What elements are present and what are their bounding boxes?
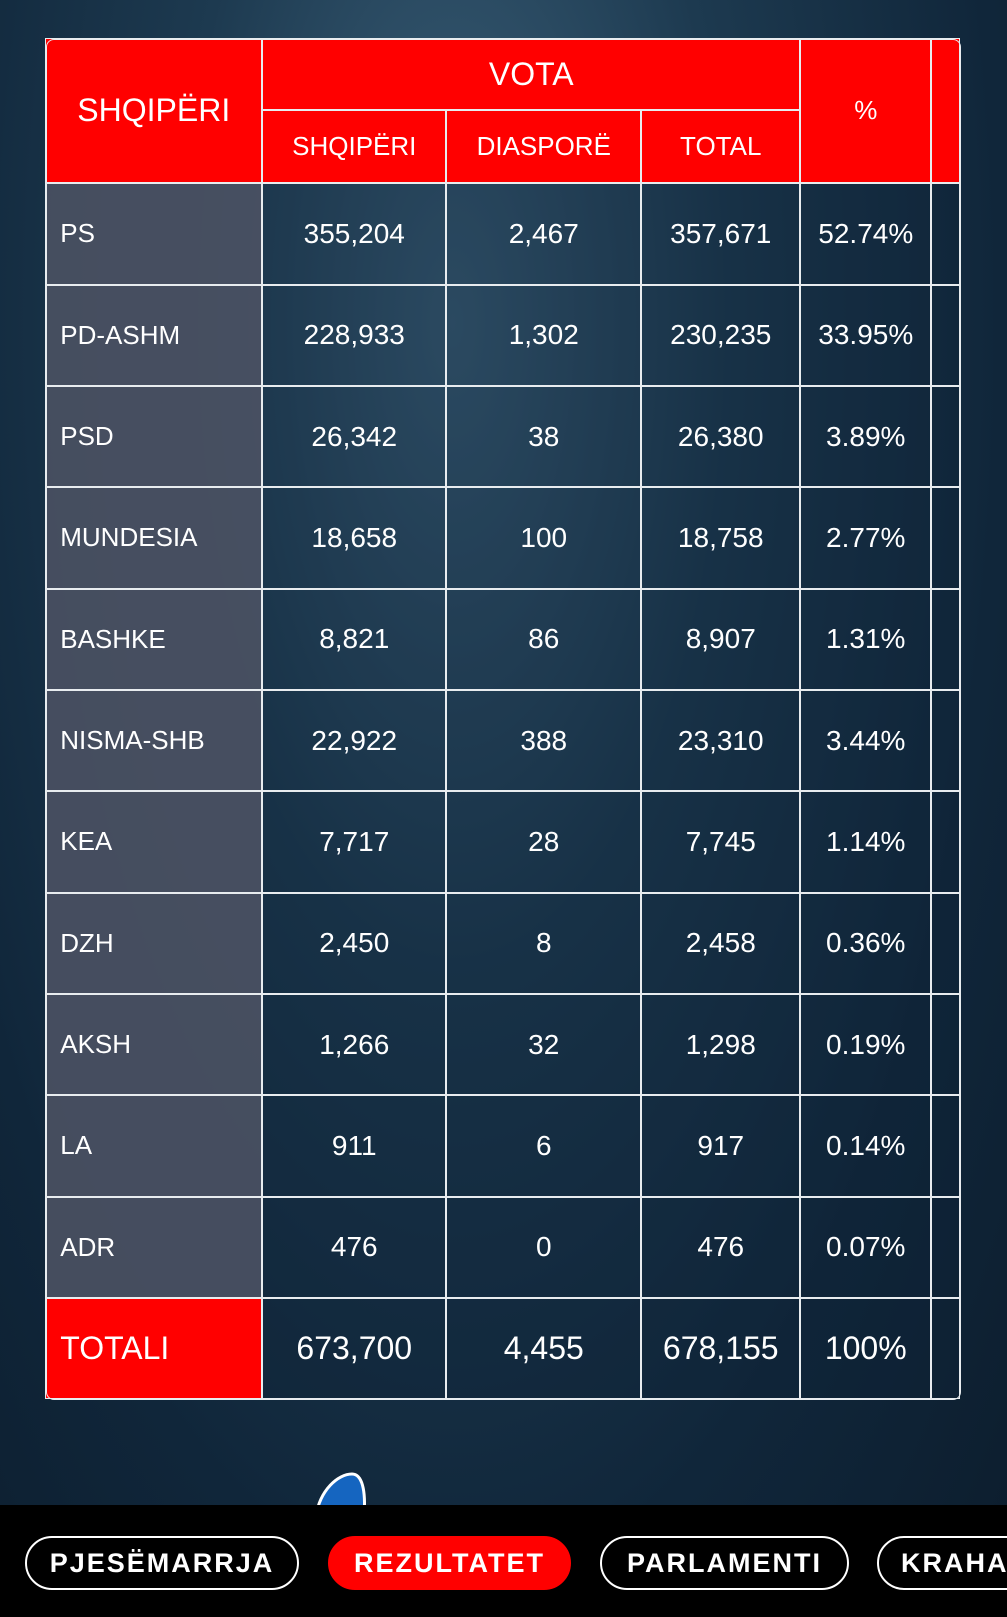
extra-cell <box>931 993 961 1096</box>
extra-cell <box>931 183 961 285</box>
party-name: NISMA-SHB <box>45 689 263 792</box>
extra-cell <box>931 689 961 792</box>
header-extra <box>931 38 961 184</box>
vote-value: 52.74% <box>800 183 932 285</box>
vote-value: 8 <box>446 892 642 994</box>
party-name: AKSH <box>45 993 263 1096</box>
vote-value: 2,450 <box>262 892 447 994</box>
vote-value: 18,758 <box>641 487 801 589</box>
party-name: PSD <box>45 385 263 488</box>
header-column: SHQIPËRI <box>262 110 447 184</box>
header-party: SHQIPËRI <box>45 38 263 184</box>
vote-value: 388 <box>446 689 642 792</box>
nav-tab[interactable]: REZULTATET <box>328 1536 571 1590</box>
extra-cell <box>931 791 961 893</box>
vote-value: 1,298 <box>641 993 801 1096</box>
vote-value: 3.89% <box>800 385 932 488</box>
vote-value: 355,204 <box>262 183 447 285</box>
total-value: 100% <box>800 1297 932 1400</box>
extra-cell <box>931 892 961 994</box>
vote-value: 6 <box>446 1095 642 1197</box>
vote-value: 1,266 <box>262 993 447 1096</box>
vote-value: 22,922 <box>262 689 447 792</box>
extra-cell <box>931 385 961 488</box>
nav-tab[interactable]: PJESËMARRJA <box>25 1536 299 1590</box>
vote-value: 23,310 <box>641 689 801 792</box>
vote-value: 911 <box>262 1095 447 1197</box>
nav-tab[interactable]: KRAHA <box>877 1536 1007 1590</box>
party-name: PS <box>45 183 263 285</box>
vote-value: 1.14% <box>800 791 932 893</box>
nav-tab[interactable]: PARLAMENTI <box>600 1536 849 1590</box>
vote-value: 0.19% <box>800 993 932 1096</box>
vote-value: 7,717 <box>262 791 447 893</box>
vote-value: 38 <box>446 385 642 488</box>
total-label: TOTALI <box>45 1297 263 1400</box>
vote-value: 0.07% <box>800 1196 932 1298</box>
vote-value: 3.44% <box>800 689 932 792</box>
vote-value: 2,467 <box>446 183 642 285</box>
vote-value: 26,380 <box>641 385 801 488</box>
header-group: VOTA <box>262 38 801 111</box>
extra-cell <box>931 1095 961 1197</box>
vote-value: 476 <box>641 1196 801 1298</box>
extra-cell <box>931 1196 961 1298</box>
vote-value: 2,458 <box>641 892 801 994</box>
header-column: TOTAL <box>641 110 801 184</box>
party-name: ADR <box>45 1196 263 1298</box>
party-name: BASHKE <box>45 588 263 690</box>
party-name: KEA <box>45 791 263 893</box>
vote-value: 1.31% <box>800 588 932 690</box>
vote-value: 86 <box>446 588 642 690</box>
header-percent: % <box>800 38 932 184</box>
vote-value: 0 <box>446 1196 642 1298</box>
vote-value: 7,745 <box>641 791 801 893</box>
total-value: 678,155 <box>641 1297 801 1400</box>
bottom-nav: PJESËMARRJA REZULTATET PARLAMENTI KRAHA <box>0 1505 1007 1617</box>
extra-cell <box>931 284 961 386</box>
vote-value: 26,342 <box>262 385 447 488</box>
vote-value: 8,821 <box>262 588 447 690</box>
vote-value: 357,671 <box>641 183 801 285</box>
vote-value: 28 <box>446 791 642 893</box>
vote-value: 2.77% <box>800 487 932 589</box>
vote-value: 0.14% <box>800 1095 932 1197</box>
total-value: 673,700 <box>262 1297 447 1400</box>
party-name: LA <box>45 1095 263 1197</box>
party-name: MUNDESIA <box>45 487 263 589</box>
vote-value: 32 <box>446 993 642 1096</box>
vote-value: 1,302 <box>446 284 642 386</box>
party-name: PD-ASHM <box>45 284 263 386</box>
vote-value: 230,235 <box>641 284 801 386</box>
vote-value: 228,933 <box>262 284 447 386</box>
vote-value: 100 <box>446 487 642 589</box>
total-value: 4,455 <box>446 1297 642 1400</box>
vote-value: 33.95% <box>800 284 932 386</box>
extra-cell <box>931 487 961 589</box>
vote-value: 917 <box>641 1095 801 1197</box>
extra-cell <box>931 588 961 690</box>
vote-value: 18,658 <box>262 487 447 589</box>
vote-value: 0.36% <box>800 892 932 994</box>
extra-cell <box>931 1297 961 1400</box>
header-column: DIASPORË <box>446 110 642 184</box>
vote-value: 8,907 <box>641 588 801 690</box>
vote-value: 476 <box>262 1196 447 1298</box>
party-name: DZH <box>45 892 263 994</box>
